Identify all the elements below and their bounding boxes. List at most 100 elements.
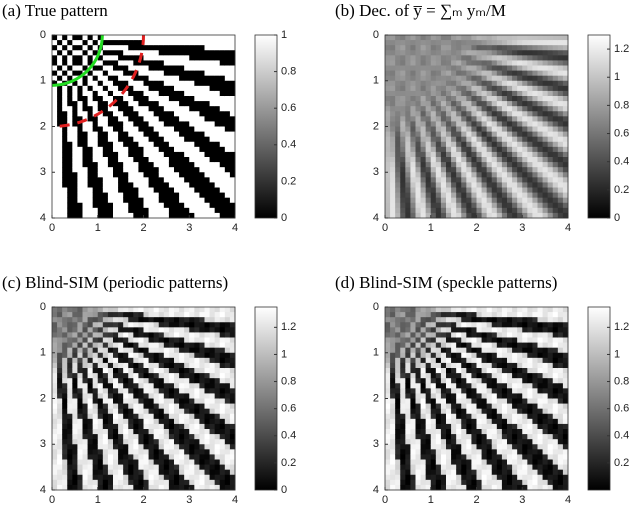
image-pixel — [199, 162, 204, 167]
image-pixel — [477, 116, 482, 121]
image-pixel — [225, 208, 230, 213]
image-pixel — [169, 454, 174, 459]
image-pixel — [174, 40, 179, 45]
image-pixel — [103, 429, 108, 434]
image-pixel — [421, 76, 426, 81]
image-pixel — [471, 465, 476, 470]
image-pixel — [502, 475, 507, 480]
image-pixel — [507, 96, 512, 101]
image-pixel — [400, 307, 405, 312]
image-pixel — [215, 193, 220, 198]
image-pixel — [164, 137, 169, 142]
image-pixel — [431, 470, 436, 475]
image-pixel — [62, 363, 67, 368]
image-pixel — [471, 86, 476, 91]
image-pixel — [108, 50, 113, 55]
image-pixel — [461, 162, 466, 167]
image-pixel — [138, 475, 143, 480]
image-pixel — [194, 50, 199, 55]
image-pixel — [477, 338, 482, 343]
image-pixel — [385, 111, 390, 116]
image-pixel — [225, 480, 230, 485]
image-pixel — [164, 106, 169, 111]
image-pixel — [461, 182, 466, 187]
image-pixel — [431, 188, 436, 193]
image-pixel — [225, 177, 230, 182]
image-pixel — [108, 348, 113, 353]
image-pixel — [88, 307, 93, 312]
image-pixel — [558, 40, 563, 45]
image-pixel — [220, 111, 225, 116]
image-pixel — [88, 45, 93, 50]
image-pixel — [57, 338, 62, 343]
image-pixel — [471, 50, 476, 55]
image-pixel — [482, 137, 487, 142]
image-pixel — [133, 348, 138, 353]
image-pixel — [174, 50, 179, 55]
image-pixel — [558, 121, 563, 126]
image-pixel — [215, 121, 220, 126]
image-pixel — [400, 460, 405, 465]
image-pixel — [123, 35, 128, 40]
image-pixel — [205, 86, 210, 91]
image-pixel — [487, 76, 492, 81]
image-pixel — [507, 480, 512, 485]
image-pixel — [159, 55, 164, 60]
image-pixel — [487, 111, 492, 116]
image-pixel — [103, 439, 108, 444]
image-pixel — [159, 35, 164, 40]
image-pixel — [477, 388, 482, 393]
image-pixel — [77, 358, 82, 363]
image-pixel — [210, 182, 215, 187]
image-pixel — [512, 86, 517, 91]
image-pixel — [416, 81, 421, 86]
image-pixel — [456, 368, 461, 373]
image-pixel — [154, 127, 159, 132]
image-pixel — [482, 424, 487, 429]
image-pixel — [451, 480, 456, 485]
image-pixel — [497, 40, 502, 45]
image-pixel — [502, 76, 507, 81]
image-pixel — [98, 172, 103, 177]
image-pixel — [184, 203, 189, 208]
image-pixel — [225, 404, 230, 409]
image-pixel — [174, 111, 179, 116]
image-pixel — [108, 147, 113, 152]
image-pixel — [144, 127, 149, 132]
image-pixel — [416, 208, 421, 213]
image-pixel — [149, 399, 154, 404]
image-pixel — [184, 348, 189, 353]
image-pixel — [456, 147, 461, 152]
image-pixel — [52, 414, 57, 419]
image-pixel — [502, 106, 507, 111]
image-pixel — [471, 419, 476, 424]
image-pixel — [220, 327, 225, 332]
image-pixel — [451, 378, 456, 383]
image-pixel — [164, 111, 169, 116]
image-pixel — [230, 307, 235, 312]
image-pixel — [395, 152, 400, 157]
image-pixel — [553, 208, 558, 213]
image-pixel — [199, 470, 204, 475]
image-pixel — [502, 368, 507, 373]
image-pixel — [52, 127, 57, 132]
image-pixel — [426, 40, 431, 45]
image-pixel — [517, 404, 522, 409]
image-pixel — [431, 50, 436, 55]
image-pixel — [57, 444, 62, 449]
image-pixel — [154, 475, 159, 480]
panel-title: (b) Dec. of y̅ = ∑ₘ yₘ/M — [335, 1, 506, 20]
image-pixel — [451, 91, 456, 96]
image-pixel — [390, 419, 395, 424]
image-pixel — [385, 343, 390, 348]
image-pixel — [400, 393, 405, 398]
image-pixel — [441, 96, 446, 101]
image-pixel — [215, 475, 220, 480]
image-pixel — [103, 373, 108, 378]
image-pixel — [527, 81, 532, 86]
image-pixel — [522, 96, 527, 101]
y-tick-label: 0 — [40, 301, 46, 313]
image-pixel — [466, 111, 471, 116]
image-pixel — [88, 338, 93, 343]
image-pixel — [113, 444, 118, 449]
